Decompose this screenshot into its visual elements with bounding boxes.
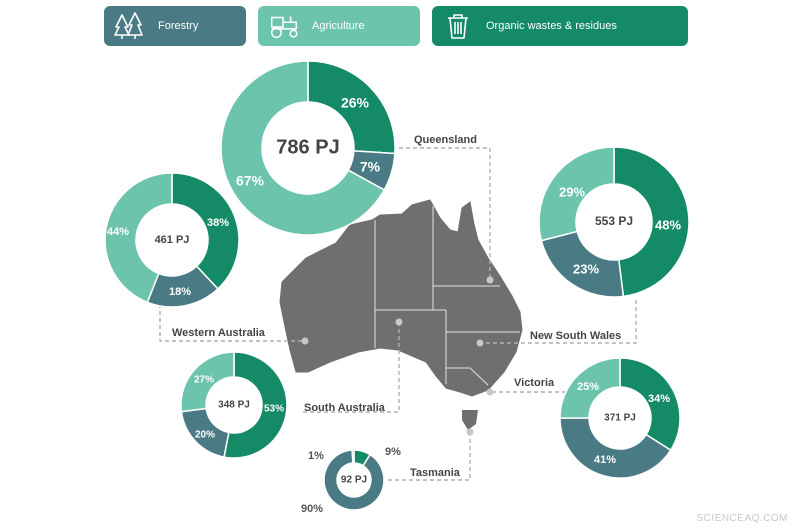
bin-icon xyxy=(440,11,476,41)
legend-organic: Organic wastes & residues xyxy=(432,6,688,46)
state-label-tasmania: Tasmania xyxy=(410,467,461,479)
total-label-new-south-wales: 553 PJ xyxy=(595,214,633,228)
data-label-victoria-forestry: 41% xyxy=(594,454,616,466)
slice-victoria-organic-wastes-residues xyxy=(619,357,681,452)
state-label-south-australia: South Australia xyxy=(304,402,386,414)
tractor-icon xyxy=(266,11,302,41)
slice-tasmania-agriculture xyxy=(351,449,355,464)
leader-lines xyxy=(159,147,637,481)
donut-queensland: 26% 7% 67% 786 PJ xyxy=(220,60,396,236)
data-label-victoria-organic-wastes-residues: 34% xyxy=(648,393,670,405)
data-label-south-australia-agriculture: 27% xyxy=(194,375,214,386)
data-label-south-australia-forestry: 20% xyxy=(195,430,215,441)
total-label-victoria: 371 PJ xyxy=(604,413,636,424)
state-label-victoria: Victoria xyxy=(514,377,555,389)
slice-south-australia-organic-wastes-residues xyxy=(223,351,288,459)
total-label-tasmania: 92 PJ xyxy=(341,475,367,486)
slice-queensland-organic-wastes-residues xyxy=(307,60,396,155)
state-borders xyxy=(374,206,520,386)
data-label-western-australia-organic-wastes-residues: 38% xyxy=(207,217,229,229)
data-label-new-south-wales-organic-wastes-residues: 48% xyxy=(655,217,681,232)
data-label-queensland-agriculture: 67% xyxy=(236,173,265,189)
slice-new-south-wales-agriculture xyxy=(538,146,615,242)
donut-western-australia: 38% 18% 44% 461 PJ xyxy=(104,172,240,308)
donut-tasmania: 9% 90% 1% 92 PJ xyxy=(301,446,401,515)
state-label-queensland: Queensland xyxy=(414,134,477,146)
data-label-queensland-organic-wastes-residues: 26% xyxy=(341,95,370,111)
donut-south-australia: 53% 20% 27% 348 PJ xyxy=(180,351,288,459)
slice-tasmania-forestry xyxy=(323,449,385,511)
data-label-queensland-forestry: 7% xyxy=(360,159,381,175)
slice-new-south-wales-organic-wastes-residues xyxy=(613,146,690,298)
slice-western-australia-organic-wastes-residues xyxy=(171,172,240,290)
data-label-tasmania-agriculture: 1% xyxy=(308,450,324,462)
state-label-new-south-wales: New South Wales xyxy=(530,330,621,342)
legend-label: Organic wastes & residues xyxy=(486,20,617,32)
leader-dots xyxy=(301,276,494,436)
donut-new-south-wales: 48% 23% 29% 553 PJ xyxy=(538,146,690,298)
total-label-western-australia: 461 PJ xyxy=(155,234,190,246)
slice-south-australia-agriculture xyxy=(180,351,235,413)
total-label-queensland: 786 PJ xyxy=(276,136,339,158)
legend-label: Agriculture xyxy=(312,20,365,32)
australia-map-shape xyxy=(279,199,523,397)
donut-victoria: 34% 41% 25% 371 PJ xyxy=(559,357,681,479)
data-label-victoria-agriculture: 25% xyxy=(577,381,599,393)
tasmania-shape xyxy=(462,410,478,430)
data-label-western-australia-forestry: 18% xyxy=(169,286,191,298)
legend-forestry: Forestry xyxy=(104,6,246,46)
data-label-tasmania-organic-wastes-residues: 9% xyxy=(385,446,401,458)
data-label-western-australia-agriculture: 44% xyxy=(107,226,129,238)
watermark: SCIENCEAQ.COM xyxy=(696,513,788,524)
data-label-new-south-wales-forestry: 23% xyxy=(573,261,599,276)
slice-victoria-forestry xyxy=(559,417,672,479)
state-label-western-australia: Western Australia xyxy=(172,327,266,339)
slice-western-australia-agriculture xyxy=(104,172,173,304)
australia-map xyxy=(279,199,523,430)
slice-new-south-wales-forestry xyxy=(540,230,625,298)
data-label-tasmania-forestry: 90% xyxy=(301,503,323,515)
data-label-south-australia-organic-wastes-residues: 53% xyxy=(264,404,284,415)
legend-label: Forestry xyxy=(158,20,199,32)
data-label-new-south-wales-agriculture: 29% xyxy=(559,184,585,199)
total-label-south-australia: 348 PJ xyxy=(218,400,250,411)
slice-queensland-agriculture xyxy=(220,60,386,236)
trees-icon xyxy=(112,11,148,41)
slice-victoria-agriculture xyxy=(559,357,621,419)
legend-agriculture: Agriculture xyxy=(258,6,420,46)
